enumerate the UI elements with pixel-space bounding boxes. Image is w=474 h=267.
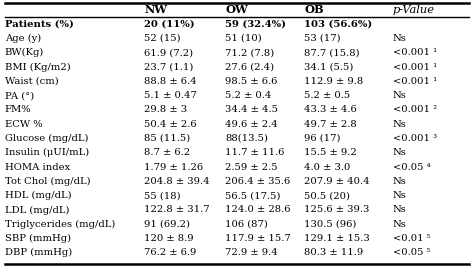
Text: BMI (Kg/m2): BMI (Kg/m2): [5, 62, 71, 72]
Text: 72.9 ± 9.4: 72.9 ± 9.4: [226, 248, 278, 257]
Text: LDL (mg/dL): LDL (mg/dL): [5, 205, 69, 215]
Text: 5.2 ± 0.5: 5.2 ± 0.5: [304, 91, 351, 100]
Text: NW: NW: [144, 4, 167, 15]
Text: <0.001 ¹: <0.001 ¹: [392, 77, 437, 86]
Text: 76.2 ± 6.9: 76.2 ± 6.9: [144, 248, 196, 257]
Text: OW: OW: [226, 4, 248, 15]
Text: 88(13.5): 88(13.5): [226, 134, 268, 143]
Text: 11.7 ± 11.6: 11.7 ± 11.6: [226, 148, 285, 157]
Text: Age (y): Age (y): [5, 34, 41, 43]
Text: HOMA index: HOMA index: [5, 163, 70, 172]
Text: 206.4 ± 35.6: 206.4 ± 35.6: [226, 177, 291, 186]
Text: Ns: Ns: [392, 34, 406, 43]
Text: 125.6 ± 39.3: 125.6 ± 39.3: [304, 206, 370, 214]
Text: p-Value: p-Value: [392, 5, 435, 15]
Text: FM%: FM%: [5, 105, 31, 114]
Text: Ns: Ns: [392, 220, 406, 229]
Text: 4.0 ± 3.0: 4.0 ± 3.0: [304, 163, 351, 172]
Text: 55 (18): 55 (18): [144, 191, 181, 200]
Text: <0.001 ¹: <0.001 ¹: [392, 62, 437, 72]
Text: 91 (69.2): 91 (69.2): [144, 220, 190, 229]
Text: Ns: Ns: [392, 191, 406, 200]
Text: 59 (32.4%): 59 (32.4%): [226, 19, 286, 29]
Text: 85 (11.5): 85 (11.5): [144, 134, 191, 143]
Text: Waist (cm): Waist (cm): [5, 77, 58, 86]
Text: Ns: Ns: [392, 120, 406, 129]
Text: 27.6 (2.4): 27.6 (2.4): [226, 62, 274, 72]
Text: 98.5 ± 6.6: 98.5 ± 6.6: [226, 77, 278, 86]
Text: Ns: Ns: [392, 91, 406, 100]
Text: 71.2 (7.8): 71.2 (7.8): [226, 48, 274, 57]
Text: Patients (%): Patients (%): [5, 19, 73, 29]
Text: 51 (10): 51 (10): [226, 34, 262, 43]
Text: 49.7 ± 2.8: 49.7 ± 2.8: [304, 120, 357, 129]
Text: <0.01 ⁵: <0.01 ⁵: [392, 234, 430, 243]
Text: 20 (11%): 20 (11%): [144, 19, 195, 29]
Text: 117.9 ± 15.7: 117.9 ± 15.7: [226, 234, 291, 243]
Text: 130.5 (96): 130.5 (96): [304, 220, 357, 229]
Text: 2.59 ± 2.5: 2.59 ± 2.5: [226, 163, 278, 172]
Text: 1.79 ± 1.26: 1.79 ± 1.26: [144, 163, 203, 172]
Text: Tot Chol (mg/dL): Tot Chol (mg/dL): [5, 177, 91, 186]
Text: HDL (mg/dL): HDL (mg/dL): [5, 191, 72, 200]
Text: Glucose (mg/dL): Glucose (mg/dL): [5, 134, 88, 143]
Text: 80.3 ± 11.9: 80.3 ± 11.9: [304, 248, 364, 257]
Text: Insulin (μUI/mL): Insulin (μUI/mL): [5, 148, 89, 157]
Text: 88.8 ± 6.4: 88.8 ± 6.4: [144, 77, 197, 86]
Text: 96 (17): 96 (17): [304, 134, 341, 143]
Text: SBP (mmHg): SBP (mmHg): [5, 234, 71, 243]
Text: <0.05 ⁴: <0.05 ⁴: [392, 163, 430, 172]
Text: Ns: Ns: [392, 148, 406, 157]
Text: 129.1 ± 15.3: 129.1 ± 15.3: [304, 234, 370, 243]
Text: 106 (87): 106 (87): [226, 220, 268, 229]
Text: 34.1 (5.5): 34.1 (5.5): [304, 62, 354, 72]
Text: 61.9 (7.2): 61.9 (7.2): [144, 48, 193, 57]
Text: 5.2 ± 0.4: 5.2 ± 0.4: [226, 91, 272, 100]
Text: <0.001 ³: <0.001 ³: [392, 134, 437, 143]
Text: 34.4 ± 4.5: 34.4 ± 4.5: [226, 105, 278, 114]
Text: Ns: Ns: [392, 206, 406, 214]
Text: Triglycerides (mg/dL): Triglycerides (mg/dL): [5, 220, 115, 229]
Text: OB: OB: [304, 4, 324, 15]
Text: 15.5 ± 9.2: 15.5 ± 9.2: [304, 148, 357, 157]
Text: 122.8 ± 31.7: 122.8 ± 31.7: [144, 206, 210, 214]
Text: 52 (15): 52 (15): [144, 34, 181, 43]
Text: 124.0 ± 28.6: 124.0 ± 28.6: [226, 206, 291, 214]
Text: BW(Kg): BW(Kg): [5, 48, 44, 57]
Text: <0.001 ²: <0.001 ²: [392, 105, 437, 114]
Text: 53 (17): 53 (17): [304, 34, 341, 43]
Text: 204.8 ± 39.4: 204.8 ± 39.4: [144, 177, 210, 186]
Text: 5.1 ± 0.47: 5.1 ± 0.47: [144, 91, 197, 100]
Text: 56.5 (17.5): 56.5 (17.5): [226, 191, 281, 200]
Text: 8.7 ± 6.2: 8.7 ± 6.2: [144, 148, 190, 157]
Text: DBP (mmHg): DBP (mmHg): [5, 248, 72, 257]
Text: 112.9 ± 9.8: 112.9 ± 9.8: [304, 77, 364, 86]
Text: <0.001 ¹: <0.001 ¹: [392, 48, 437, 57]
Text: 23.7 (1.1): 23.7 (1.1): [144, 62, 193, 72]
Text: PA (°): PA (°): [5, 91, 34, 100]
Text: ECW %: ECW %: [5, 120, 42, 129]
Text: 87.7 (15.8): 87.7 (15.8): [304, 48, 360, 57]
Text: 207.9 ± 40.4: 207.9 ± 40.4: [304, 177, 370, 186]
Text: <0.05 ⁵: <0.05 ⁵: [392, 248, 430, 257]
Text: Ns: Ns: [392, 177, 406, 186]
Text: 49.6 ± 2.4: 49.6 ± 2.4: [226, 120, 278, 129]
Text: 43.3 ± 4.6: 43.3 ± 4.6: [304, 105, 357, 114]
Text: 103 (56.6%): 103 (56.6%): [304, 19, 373, 29]
Text: 29.8 ± 3: 29.8 ± 3: [144, 105, 187, 114]
Text: 50.5 (20): 50.5 (20): [304, 191, 350, 200]
Text: 50.4 ± 2.6: 50.4 ± 2.6: [144, 120, 197, 129]
Text: 120 ± 8.9: 120 ± 8.9: [144, 234, 194, 243]
